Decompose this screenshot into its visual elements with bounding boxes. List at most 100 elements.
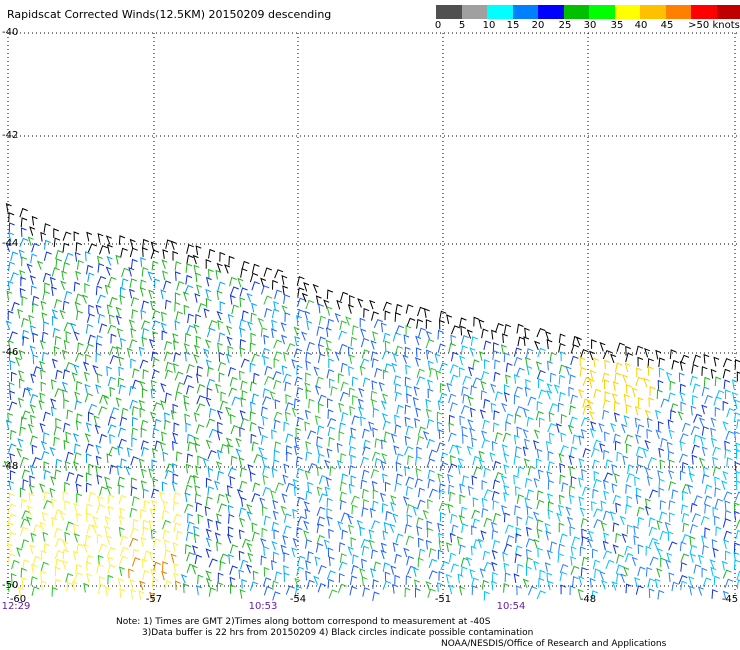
- wind-barb: [109, 296, 118, 307]
- wind-barb: [503, 484, 510, 495]
- wind-barb: [414, 579, 420, 590]
- wind-barb: [115, 315, 122, 325]
- wind-barb: [172, 562, 179, 573]
- wind-barb: [599, 341, 606, 352]
- wind-barb: [88, 463, 95, 474]
- wind-barb: [119, 555, 128, 565]
- wind-barb: [20, 567, 27, 578]
- wind-barb: [340, 512, 350, 522]
- wind-barb: [270, 489, 277, 500]
- wind-barb: [84, 343, 94, 353]
- wind-barb: [305, 570, 311, 581]
- wind-barb: [21, 329, 29, 340]
- wind-barb: [631, 387, 638, 398]
- wind-barb: [560, 351, 567, 362]
- wind-barb: [172, 333, 179, 343]
- wind-barb: [99, 576, 105, 586]
- wind-barb: [702, 466, 709, 477]
- wind-barb: [281, 274, 288, 285]
- wind-barb: [183, 374, 193, 385]
- wind-barb: [196, 383, 205, 394]
- wind-barb: [44, 239, 51, 250]
- wind-barb: [291, 358, 298, 369]
- wind-barb: [327, 578, 334, 589]
- wind-barb: [85, 482, 92, 493]
- wind-barb: [17, 308, 24, 319]
- wind-barb: [297, 287, 305, 297]
- wind-barb: [192, 474, 199, 485]
- wind-barb: [525, 557, 533, 567]
- wind-barb: [647, 578, 656, 588]
- wind-barb: [490, 402, 497, 413]
- wind-barb: [722, 569, 732, 579]
- wind-barb: [54, 509, 63, 519]
- colorbar-label: 35: [610, 20, 624, 31]
- wind-barb: [405, 476, 415, 486]
- wind-barb: [29, 475, 35, 486]
- wind-barb: [536, 519, 544, 529]
- wind-barb: [41, 351, 49, 362]
- wind-barb: [159, 441, 166, 452]
- wind-barb: [356, 519, 363, 530]
- wind-barb: [142, 247, 148, 257]
- wind-barb: [106, 304, 113, 315]
- wind-barb: [149, 300, 156, 311]
- wind-barb: [649, 489, 658, 499]
- colorbar-segment: [436, 5, 462, 19]
- wind-barb: [363, 439, 371, 450]
- wind-barb: [557, 504, 564, 515]
- wind-barb: [361, 545, 370, 556]
- wind-barb: [161, 509, 169, 520]
- wind-barb: [85, 512, 92, 523]
- wind-barb: [667, 450, 675, 461]
- wind-barb: [503, 453, 510, 463]
- wind-barb: [395, 461, 402, 472]
- wind-barb: [394, 424, 402, 434]
- wind-barb: [471, 577, 479, 588]
- wind-barb: [292, 537, 299, 548]
- wind-barb: [439, 512, 446, 522]
- wind-barb: [194, 293, 201, 303]
- wind-barb: [293, 326, 300, 336]
- wind-barb: [271, 521, 279, 532]
- wind-barb: [338, 573, 345, 583]
- wind-barb: [359, 317, 366, 328]
- wind-barb: [55, 258, 62, 269]
- wind-barb: [129, 507, 137, 518]
- wind-barb: [29, 414, 36, 425]
- wind-barb: [648, 588, 655, 599]
- wind-barb: [273, 339, 283, 349]
- wind-barb: [591, 339, 597, 349]
- wind-barb: [304, 310, 311, 321]
- wind-barb: [713, 575, 720, 586]
- wind-barb: [214, 532, 221, 542]
- wind-barbs: [3, 203, 740, 602]
- wind-barb: [494, 432, 503, 442]
- wind-barb: [460, 335, 470, 345]
- wind-barb: [565, 506, 572, 516]
- wind-barb: [336, 459, 343, 470]
- wind-barb: [29, 544, 36, 555]
- wind-barb: [294, 577, 301, 588]
- wind-barb: [43, 321, 50, 332]
- wind-barb: [10, 573, 17, 583]
- wind-barb: [505, 535, 515, 545]
- wind-barb: [76, 512, 82, 523]
- wind-barb: [186, 433, 194, 444]
- wind-barb: [75, 473, 84, 484]
- wind-barb: [138, 458, 145, 468]
- wind-barb: [130, 486, 138, 496]
- wind-barb: [362, 498, 369, 509]
- wind-barb: [654, 578, 661, 589]
- wind-barb: [626, 443, 632, 454]
- wind-barb: [392, 332, 401, 342]
- wind-barb: [468, 366, 474, 377]
- wind-barb: [734, 399, 740, 410]
- wind-barb: [491, 329, 497, 340]
- wind-barb: [337, 373, 344, 383]
- wind-barb: [117, 427, 126, 437]
- wind-barb: [186, 551, 195, 562]
- wind-barb: [458, 515, 465, 525]
- wind-barb: [75, 420, 82, 431]
- wind-barb: [714, 376, 722, 387]
